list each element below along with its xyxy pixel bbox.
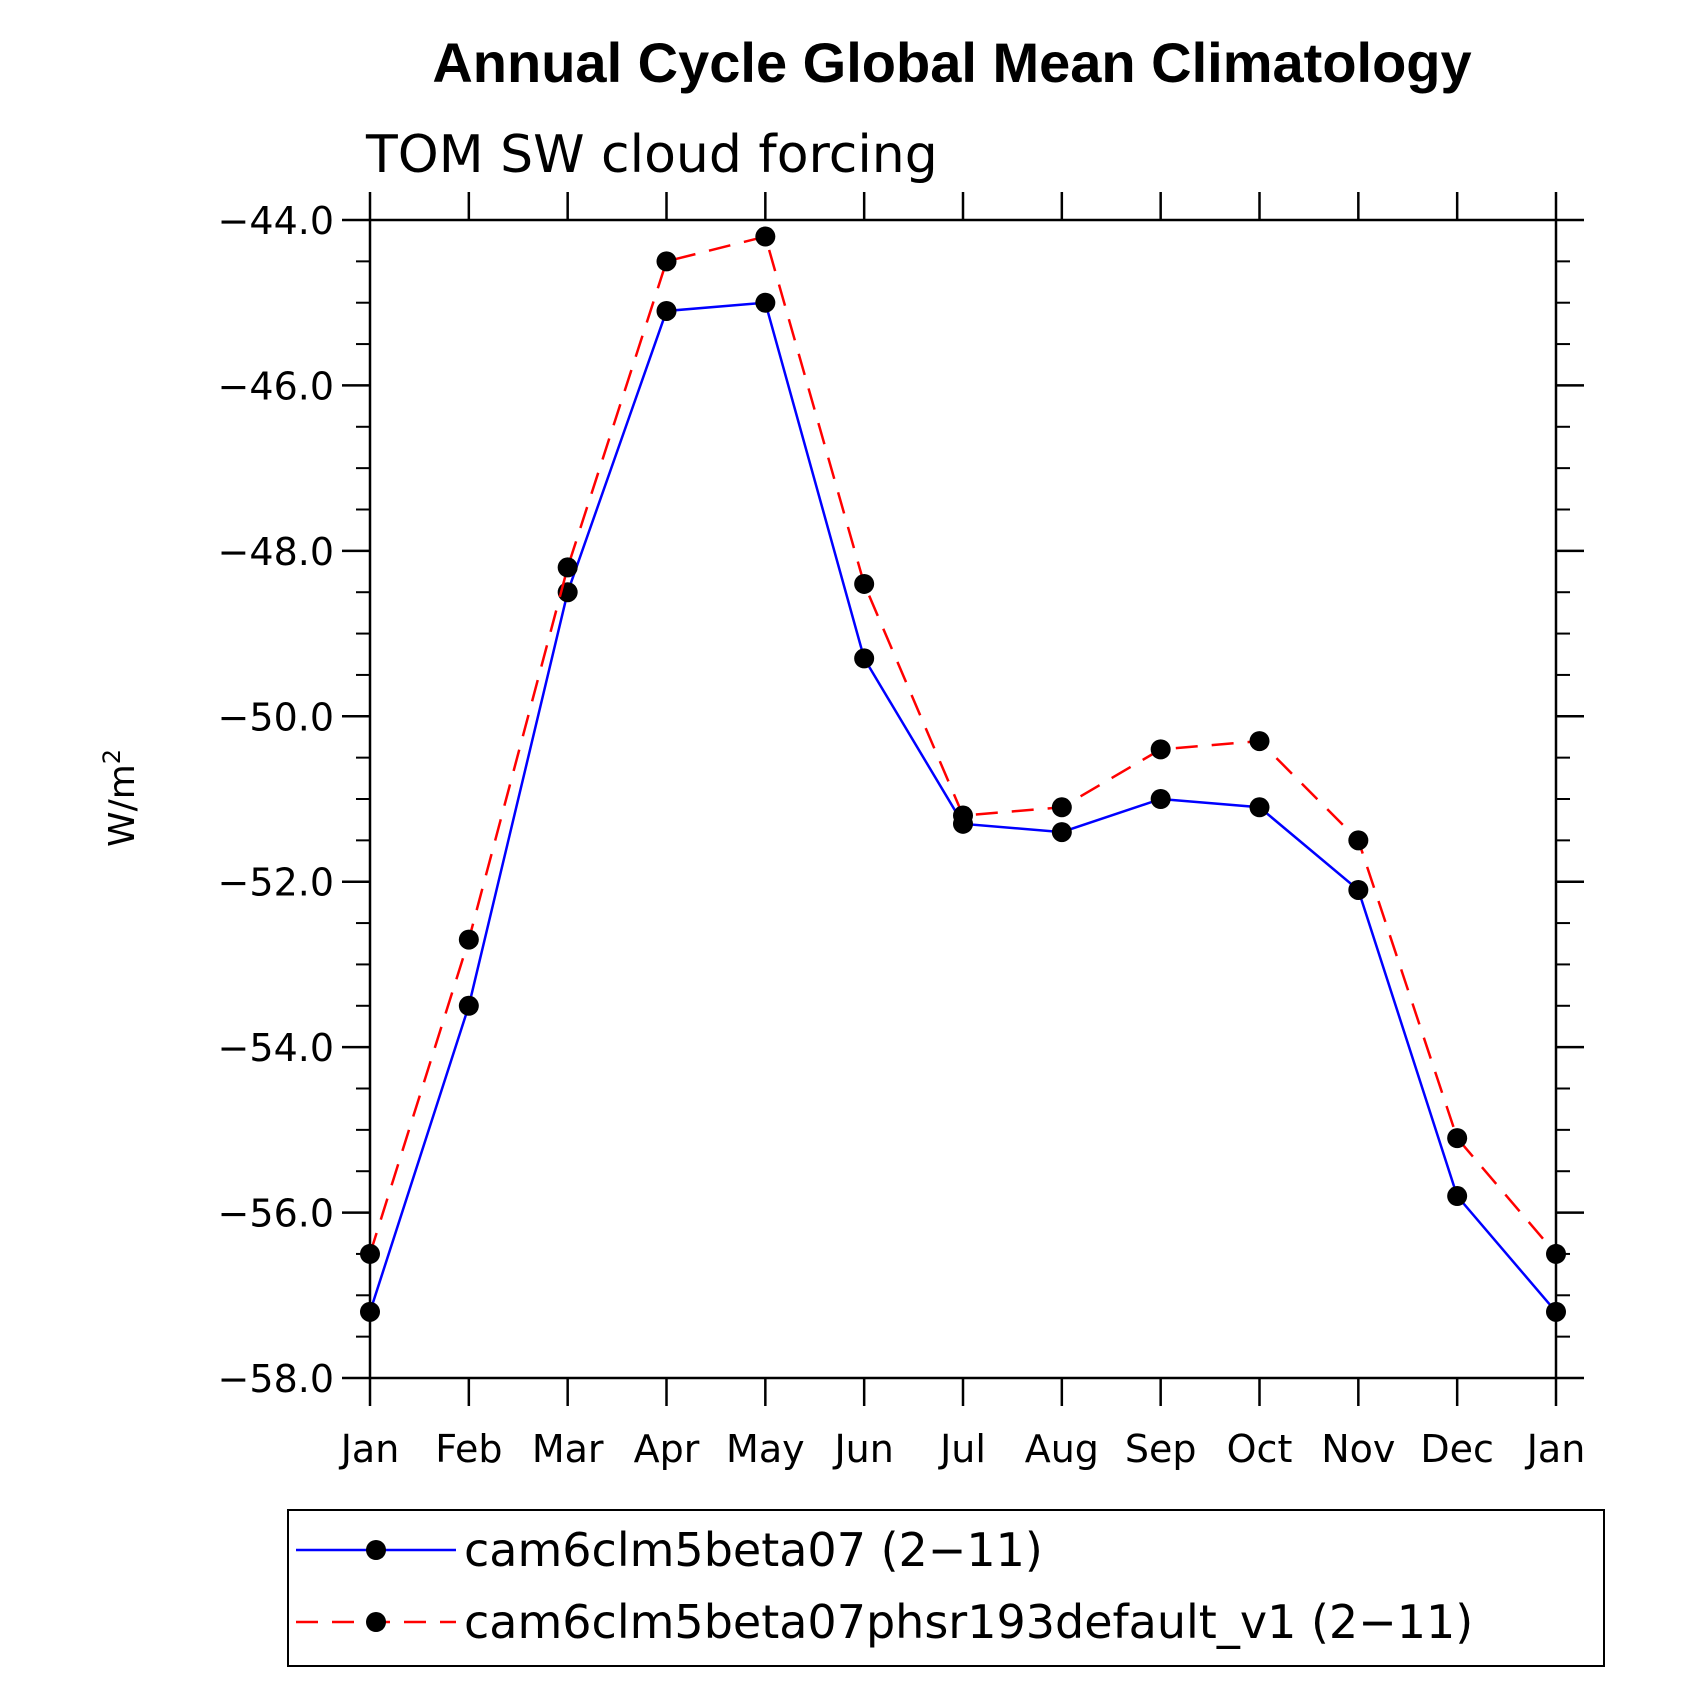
series-1-point — [360, 1301, 380, 1322]
x-tick-label: Oct — [1227, 1427, 1293, 1471]
series-2-point — [1348, 830, 1369, 851]
x-tick-label: Jun — [832, 1427, 893, 1471]
x-tick-label: Jan — [1525, 1427, 1586, 1471]
series-1-point — [1447, 1186, 1468, 1207]
series-1-point — [1249, 797, 1270, 818]
series-1-point — [458, 995, 479, 1016]
x-tick-label: Jul — [938, 1427, 986, 1471]
legend-marker-2 — [366, 1612, 386, 1632]
series-2-point — [1447, 1128, 1468, 1149]
x-tick-label: May — [726, 1427, 805, 1471]
series-1-point — [1150, 789, 1171, 809]
series-2-point — [360, 1243, 380, 1264]
y-tick-label: −58.0 — [218, 1357, 334, 1401]
legend-label-1: cam6clm5beta07 (2−11) — [464, 1523, 1043, 1577]
y-tick-label: −56.0 — [218, 1192, 334, 1236]
axes: −44.0 −46.0 −48.0 −50.0 −52.0 −54.0 −56.0 −58.0… — [98, 192, 1585, 1471]
legend-label-2: cam6clm5beta07phsr193default_v1 (2−11) — [464, 1595, 1473, 1649]
series-2-point — [854, 573, 875, 594]
legend-box — [287, 1509, 1605, 1667]
y-tick-label: −44.0 — [218, 199, 334, 243]
y-tick-label: −46.0 — [218, 364, 334, 408]
series-1-point — [1546, 1301, 1566, 1322]
y-tick-label: −52.0 — [218, 861, 334, 905]
series-1-point — [1348, 879, 1369, 900]
x-tick-label: Jan — [339, 1427, 400, 1471]
series-1-point — [1051, 822, 1072, 843]
series-2-point — [1150, 739, 1171, 760]
chart-title: Annual Cycle Global Mean Climatology — [432, 31, 1471, 94]
x-tick-label: Feb — [435, 1427, 502, 1471]
x-tick-label: Sep — [1125, 1427, 1197, 1471]
series-1-point — [656, 300, 677, 321]
x-tick-label: Mar — [532, 1427, 604, 1471]
series-2-point — [656, 251, 677, 272]
series-layer — [360, 226, 1566, 1322]
legend-marker-1 — [366, 1540, 386, 1560]
x-tick-label: Apr — [634, 1427, 700, 1471]
series-1-point — [854, 648, 875, 669]
series-2-point — [1546, 1243, 1566, 1264]
x-tick-label: Nov — [1321, 1427, 1395, 1471]
x-tick-label: Aug — [1025, 1427, 1099, 1471]
series-2-point — [755, 226, 776, 247]
series-2-point — [1249, 731, 1270, 752]
y-tick-label: −48.0 — [218, 530, 334, 574]
y-tick-label: −54.0 — [218, 1026, 334, 1070]
series-1-point — [755, 292, 776, 313]
series-2-point — [557, 557, 578, 578]
legend: cam6clm5beta07 (2−11) cam6clm5beta07phsr1… — [287, 1509, 1605, 1667]
x-tick-label: Dec — [1420, 1427, 1494, 1471]
series-2-point — [458, 929, 479, 950]
y-tick-label: −50.0 — [218, 695, 334, 739]
series-2-point — [953, 805, 973, 826]
y-axis-label: W/m2 — [98, 749, 143, 847]
chart-subtitle: TOM SW cloud forcing — [365, 125, 938, 185]
series-2-point — [1051, 797, 1072, 818]
